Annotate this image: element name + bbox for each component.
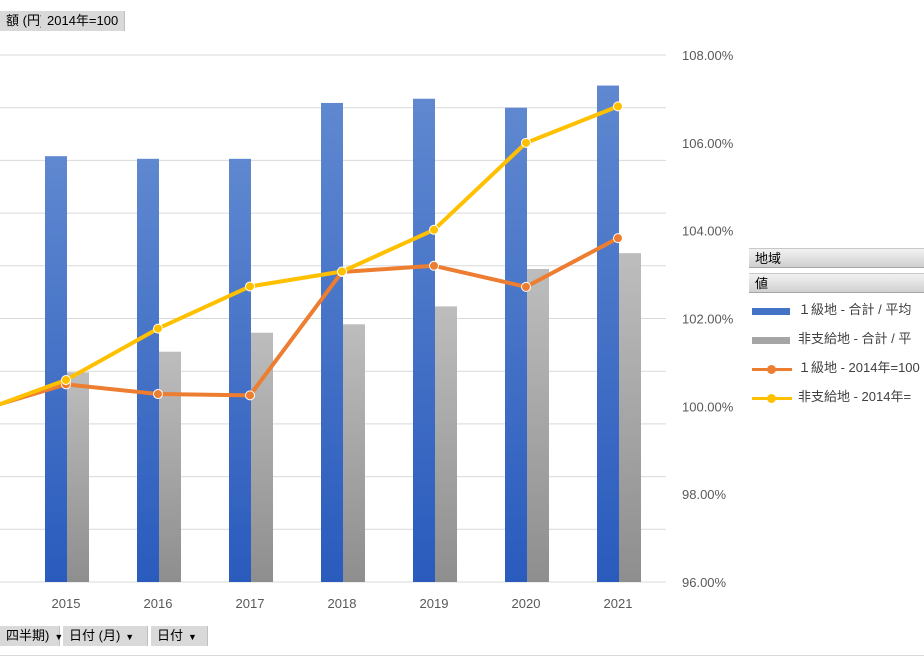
point-level1-2016 [153, 389, 163, 400]
legend-header-values[interactable]: 値 [749, 273, 924, 293]
half-year-label: 四半期) [6, 628, 50, 643]
x-tick-label: 2020 [512, 596, 541, 611]
point-nonpaid-2021 [613, 101, 623, 112]
bar-nonpaid-2016 [159, 351, 181, 582]
bar-nonpaid-2017 [251, 332, 273, 582]
bar-swatch-icon [752, 305, 792, 317]
bar-level1-2021 [597, 85, 619, 582]
bar-level1-2019 [413, 98, 435, 582]
y2-tick-label: 104.00% [682, 224, 734, 239]
chevron-down-icon: ▼ [54, 632, 64, 642]
point-nonpaid-2017 [245, 281, 255, 292]
line-series [0, 101, 623, 407]
point-level1-2017 [245, 390, 255, 401]
x-tick-label: 2016 [144, 596, 173, 611]
x-axis-labels: 2015 2016 2017 2018 2019 2020 2021 [52, 596, 633, 611]
point-nonpaid-2020 [521, 137, 531, 148]
bar-nonpaid-2019 [435, 306, 457, 582]
index-field-label: 2014年=100 [47, 13, 119, 28]
bar-series [45, 85, 641, 583]
y2-tick-label: 102.00% [682, 312, 734, 327]
point-nonpaid-2016 [153, 323, 163, 334]
bar-level1-2017 [229, 158, 251, 582]
point-nonpaid-2015 [61, 374, 71, 385]
bar-level1-2016 [137, 158, 159, 582]
half-year-field-button[interactable]: 四半期) ▼ [0, 626, 64, 646]
legend-item-level1-avg[interactable]: １級地 - 合計 / 平均 [752, 299, 911, 321]
date-field-button[interactable]: 日付 ▼ [151, 626, 208, 646]
point-level1-2019 [429, 260, 439, 271]
divider [0, 655, 924, 656]
bar-nonpaid-2015 [67, 372, 89, 582]
index-field-button[interactable]: 2014年=100 [41, 11, 126, 31]
bar-level1-2018 [321, 102, 343, 582]
bar-swatch-icon [752, 334, 792, 346]
x-tick-label: 2018 [328, 596, 357, 611]
x-tick-label: 2015 [52, 596, 81, 611]
chevron-down-icon: ▼ [188, 632, 197, 642]
line-swatch-icon [752, 392, 792, 404]
legend-label: １級地 - 合計 / 平均 [798, 302, 912, 317]
point-nonpaid-2018 [337, 266, 347, 277]
y2-tick-label: 100.00% [682, 399, 734, 414]
legend-item-level1-index[interactable]: １級地 - 2014年=100 [752, 357, 920, 379]
chevron-down-icon: ▼ [125, 632, 135, 642]
y2-tick-label: 108.00% [682, 48, 734, 63]
legend-header-region[interactable]: 地域 [749, 248, 924, 268]
point-nonpaid-2019 [429, 224, 439, 235]
y2-tick-label: 98.00% [682, 487, 727, 502]
month-field-button[interactable]: 日付 (月) ▼ [63, 626, 148, 646]
bar-nonpaid-2020 [527, 268, 549, 582]
point-level1-2021 [613, 233, 623, 244]
line-nonpaid-index [0, 104, 620, 407]
month-label: 日付 (月) [69, 628, 121, 643]
value-field-button[interactable]: 額 (円) [0, 11, 52, 31]
x-tick-label: 2019 [420, 596, 449, 611]
line-swatch-icon [752, 363, 792, 375]
legend-item-nonpaid-avg[interactable]: 非支給地 - 合計 / 平 [752, 328, 911, 350]
x-tick-label: 2021 [604, 596, 633, 611]
x-tick-label: 2017 [236, 596, 265, 611]
y2-axis-labels: 96.00% 98.00% 100.00% 102.00% 104.00% 106.00%… [682, 48, 734, 590]
bar-level1-2020 [505, 107, 527, 582]
legend-item-nonpaid-index[interactable]: 非支給地 - 2014年= [752, 386, 911, 408]
y2-tick-label: 106.00% [682, 136, 734, 151]
value-field-label: 額 (円) [6, 13, 45, 28]
bar-nonpaid-2018 [343, 324, 365, 582]
bar-nonpaid-2021 [619, 253, 641, 583]
y2-tick-label: 96.00% [682, 575, 727, 590]
legend-label: １級地 - 2014年=100 [798, 360, 920, 375]
point-level1-2020 [521, 281, 531, 292]
date-label: 日付 [157, 628, 184, 643]
line-level1-index [0, 236, 620, 407]
legend-label: 非支給地 - 2014年= [798, 389, 912, 404]
bar-level1-2015 [45, 156, 67, 582]
legend-label: 非支給地 - 合計 / 平 [798, 331, 912, 346]
